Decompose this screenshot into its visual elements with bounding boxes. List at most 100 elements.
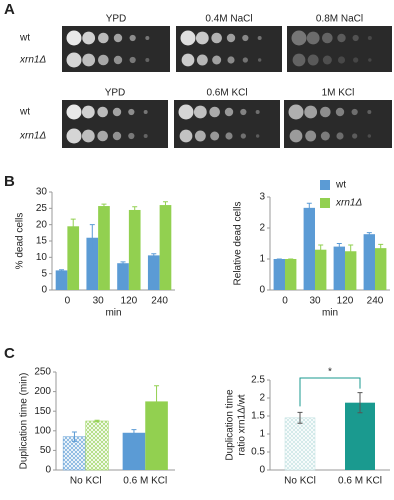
colony-spot [240,133,246,139]
y-tick-label: 3 [259,192,265,203]
plate-condition: YPD [105,88,126,99]
error-bar [151,253,157,258]
colony-spot [98,54,109,66]
error-bar [131,429,137,437]
x-tick-label: 240 [367,296,384,307]
colony-spot [66,52,82,68]
colony-spot [113,55,123,65]
strain-label: wt [19,33,30,44]
error-bar [59,269,65,272]
y-tick-label: 30 [36,187,48,198]
y-axis-label: Duplication time [225,389,236,461]
y-tick-label: 100 [34,425,51,436]
strain-label: wt [19,107,30,118]
colony-spot [225,132,233,140]
colony-spot [292,53,306,67]
legend-swatch [320,180,330,190]
colony-spot [352,34,359,42]
colony-spot [305,130,317,142]
bar [345,402,375,470]
colony-spot [289,129,303,143]
error-bar [94,419,100,423]
colony-spot [351,108,358,116]
bar [303,207,315,290]
y-tick-label: 250 [34,367,51,378]
colony-spot [320,131,330,141]
colony-spot [255,134,260,138]
colony-spot [180,30,196,46]
error-bar [70,218,76,234]
colony-spot [224,107,234,117]
colony-spot [81,105,95,119]
plate-condition: YPD [106,14,127,25]
colony-spot [143,134,148,138]
colony-spot [145,36,150,40]
colony-spot [242,34,249,42]
colony-spot [209,106,220,118]
bar [284,417,316,471]
bar [67,226,80,290]
x-tick-label: 30 [309,296,321,307]
error-bar [306,202,312,213]
legend-label: wt [335,180,346,191]
bar [85,420,109,471]
error-bar [132,206,138,214]
y-axis-label: % dead cells [15,213,26,270]
bar [122,432,146,470]
error-bar [71,431,77,442]
plate-condition: 0.6M KCl [206,88,247,99]
bar [375,248,387,290]
y-tick-label: 0 [259,285,265,296]
y-tick-label: 20 [36,219,48,230]
colony-spot [193,105,207,119]
panel-label: A [4,1,15,18]
colony-spot [81,129,95,143]
error-bar [89,224,95,252]
colony-spot [97,130,108,142]
colony-spot [196,54,208,66]
colony-spot [98,32,109,44]
error-bar [101,203,107,209]
bar [117,263,129,290]
y-tick-label: 2 [259,223,265,234]
colony-spot [288,104,304,120]
error-bar [378,243,384,253]
bar [55,270,68,290]
bar [363,234,375,290]
colony-spot [129,56,136,64]
y-tick-label: 0.5 [251,447,265,458]
colony-spot [113,33,123,43]
colony-spot [212,55,222,65]
legend-label: xrn1Δ [335,198,362,209]
colony-spot [367,134,372,138]
y-tick-label: 0 [45,465,51,476]
y-tick-label: 2 [259,393,265,404]
y-tick-label: 10 [36,252,48,263]
colony-spot [304,105,318,119]
error-bar [336,243,342,251]
y-tick-label: 25 [36,203,48,214]
y-tick-label: 50 [40,445,52,456]
plate [287,26,392,72]
error-bar [162,201,168,209]
y-tick-label: 1 [259,429,265,440]
colony-spot [129,34,136,42]
x-tick-label: 0.6 M KCl [338,476,382,487]
plate-condition: 1M KCl [322,88,355,99]
bar [285,259,297,290]
colony-spot [322,55,332,65]
bar [315,249,327,290]
colony-spot [255,110,260,114]
y-axis-label: Duplication time (min) [19,373,30,470]
plate-condition: 0.8M NaCl [316,14,363,25]
bar [128,209,141,290]
colony-spot [179,129,193,143]
colony-spot [242,57,248,63]
x-tick-label: No KCl [284,476,316,487]
bar [86,237,99,290]
colony-spot [97,106,108,118]
colony-spot [128,132,135,140]
colony-spot [257,36,262,40]
colony-spot [227,56,235,64]
